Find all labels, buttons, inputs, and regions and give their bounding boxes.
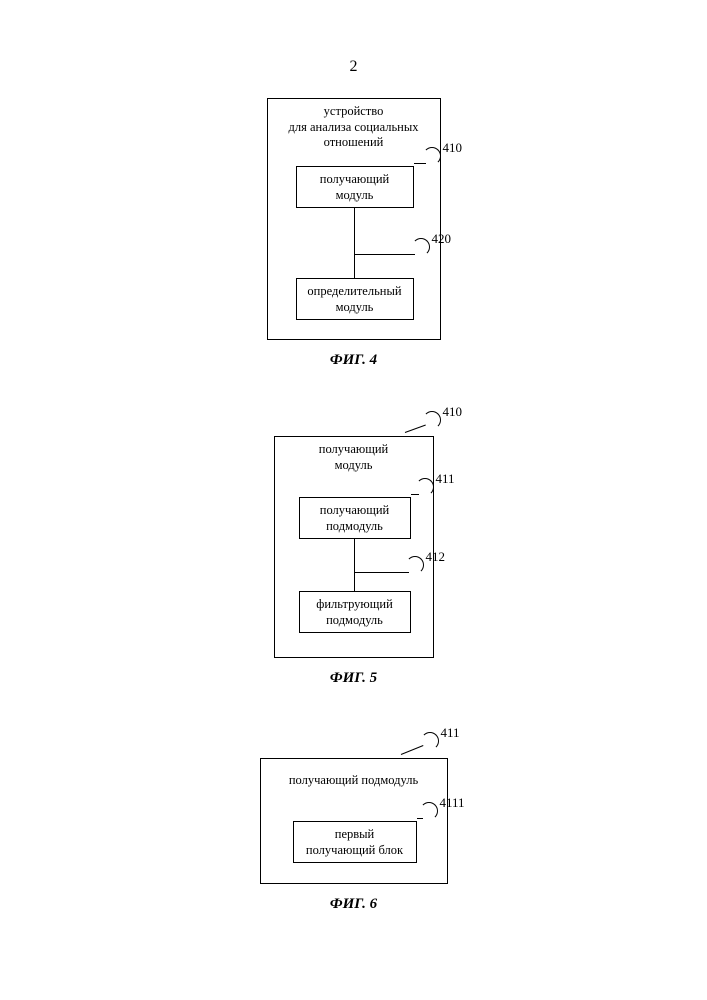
fig5-callout-411-curve bbox=[416, 478, 434, 496]
fig4-callout-410-curve bbox=[423, 147, 441, 165]
fig5-receiving-submodule: получающийподмодуль bbox=[299, 497, 411, 539]
fig4-caption: ФИГ. 4 bbox=[330, 352, 377, 369]
figure-6: получающий подмодуль первыйполучающий бл… bbox=[0, 758, 707, 913]
fig6-first-receiving-block: первыйполучающий блок bbox=[293, 821, 417, 863]
fig4-receiving-module: получающиймодуль bbox=[296, 166, 414, 208]
fig4-ref-410: 410 bbox=[443, 140, 463, 156]
fig6-callout-411-curve bbox=[421, 732, 439, 750]
fig5-filtering-submodule: фильтрующийподмодуль bbox=[299, 591, 411, 633]
fig5-outer-box: получающиймодуль получающийподмодуль фил… bbox=[274, 436, 434, 658]
fig5-ref-412: 412 bbox=[426, 549, 446, 565]
fig4-callout-420-curve bbox=[412, 238, 430, 256]
fig5-callout-410-curve bbox=[423, 411, 441, 429]
figure-5: получающиймодуль получающийподмодуль фил… bbox=[0, 436, 707, 687]
fig4-connector bbox=[354, 208, 355, 278]
fig6-callout-4111-curve bbox=[420, 802, 438, 820]
page-number: 2 bbox=[0, 58, 707, 76]
fig5-caption: ФИГ. 5 bbox=[330, 670, 377, 687]
fig5-ref-411: 411 bbox=[436, 471, 455, 487]
fig4-ref-420: 420 bbox=[432, 231, 452, 247]
fig4-outer-title: устройстводля анализа социальныхотношени… bbox=[268, 99, 440, 154]
fig6-outer-box: получающий подмодуль первыйполучающий бл… bbox=[260, 758, 448, 884]
fig4-callout-420-line bbox=[355, 254, 415, 255]
fig6-outer-title: получающий подмодуль bbox=[261, 759, 447, 792]
fig6-ref-4111: 4111 bbox=[440, 795, 465, 811]
fig4-outer-box: устройстводля анализа социальныхотношени… bbox=[267, 98, 441, 340]
fig4-callout-410-line bbox=[414, 163, 426, 164]
fig6-caption: ФИГ. 6 bbox=[330, 896, 377, 913]
figure-4: устройстводля анализа социальныхотношени… bbox=[0, 98, 707, 369]
fig5-outer-title: получающиймодуль bbox=[275, 437, 433, 476]
fig5-callout-411-line bbox=[411, 494, 419, 495]
fig4-determining-module: определительныймодуль bbox=[296, 278, 414, 320]
fig6-ref-411: 411 bbox=[441, 725, 460, 741]
fig5-callout-412-line bbox=[355, 572, 409, 573]
fig6-callout-411-line bbox=[400, 745, 423, 755]
fig5-ref-410: 410 bbox=[443, 404, 463, 420]
fig6-callout-4111-line bbox=[417, 818, 423, 819]
fig5-connector bbox=[354, 539, 355, 591]
fig5-callout-412-curve bbox=[406, 556, 424, 574]
fig5-callout-410-line bbox=[404, 425, 425, 433]
